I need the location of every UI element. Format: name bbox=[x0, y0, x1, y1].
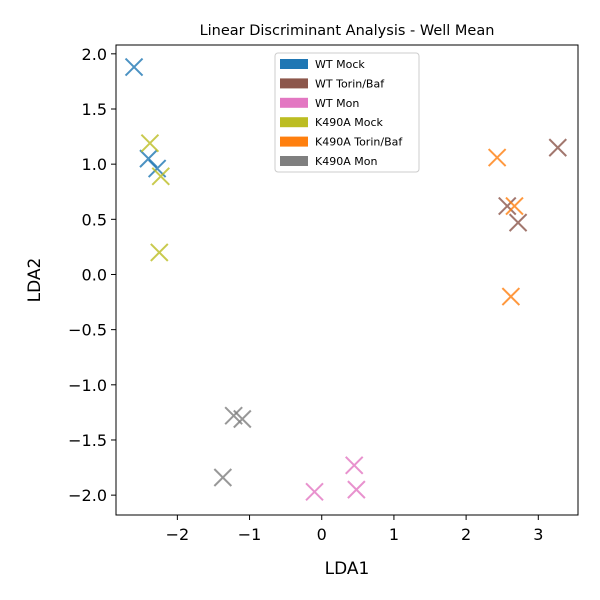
data-point bbox=[233, 409, 252, 429]
legend-swatch bbox=[280, 97, 308, 108]
data-point bbox=[487, 148, 507, 167]
data-point bbox=[501, 287, 521, 306]
chart-title: Linear Discriminant Analysis - Well Mean bbox=[200, 23, 495, 39]
data-point bbox=[151, 167, 170, 186]
legend-label: WT Torin/Baf bbox=[315, 77, 385, 90]
x-tick-label: −2 bbox=[166, 525, 190, 544]
y-tick-label: 0.0 bbox=[82, 265, 107, 284]
data-point bbox=[345, 456, 364, 475]
x-axis-ticks: −2 −1 0 1 2 3 bbox=[166, 515, 543, 544]
legend-entries: WT Mock WT Torin/Baf WT Mon K490A Mock K490A… bbox=[280, 58, 403, 168]
data-point bbox=[124, 57, 144, 77]
legend-box bbox=[274, 52, 420, 173]
data-point bbox=[508, 213, 528, 232]
data-point bbox=[305, 482, 324, 502]
y-axis-ticks: −2.0 −1.5 −1.0 −0.5 0.0 0.5 1.0 1.5 2.0 bbox=[68, 45, 116, 505]
data-point bbox=[213, 468, 233, 487]
data-point bbox=[498, 196, 517, 216]
y-axis-label: LDA2 bbox=[25, 258, 45, 303]
plot-frame bbox=[115, 44, 579, 516]
y-tick-label: −0.5 bbox=[68, 321, 107, 340]
x-tick-label: 3 bbox=[533, 525, 543, 544]
legend-label: WT Mon bbox=[315, 97, 359, 110]
x-axis-label: LDA1 bbox=[325, 559, 370, 579]
data-point bbox=[548, 138, 567, 157]
y-tick-label: 2.0 bbox=[82, 45, 107, 64]
legend-label: WT Mock bbox=[315, 58, 365, 71]
x-tick-label: 2 bbox=[461, 525, 471, 544]
data-point bbox=[505, 196, 524, 216]
y-tick-label: −2.0 bbox=[68, 486, 107, 505]
y-tick-label: 1.5 bbox=[82, 100, 107, 119]
data-point bbox=[140, 133, 160, 153]
legend-swatch bbox=[280, 156, 308, 166]
plot-points bbox=[124, 57, 567, 502]
legend-label: K490A Mock bbox=[315, 116, 383, 129]
x-tick-label: −1 bbox=[238, 525, 262, 544]
legend-swatch bbox=[280, 117, 308, 128]
legend-swatch bbox=[280, 59, 308, 69]
y-tick-label: 1.0 bbox=[82, 155, 107, 174]
legend-label: K490A Torin/Baf bbox=[315, 136, 403, 149]
y-tick-label: −1.5 bbox=[68, 431, 107, 450]
legend: WT Mock WT Torin/Baf WT Mon K490A Mock K490A… bbox=[274, 52, 420, 173]
x-tick-label: 0 bbox=[317, 525, 327, 544]
legend-label: K490A Mon bbox=[315, 155, 377, 168]
y-tick-label: −1.0 bbox=[68, 376, 107, 395]
data-point bbox=[347, 480, 366, 499]
y-tick-label: 0.5 bbox=[82, 210, 107, 229]
legend-swatch bbox=[280, 136, 308, 147]
legend-swatch bbox=[280, 78, 308, 89]
x-tick-label: 1 bbox=[389, 525, 399, 544]
data-point bbox=[150, 243, 169, 262]
